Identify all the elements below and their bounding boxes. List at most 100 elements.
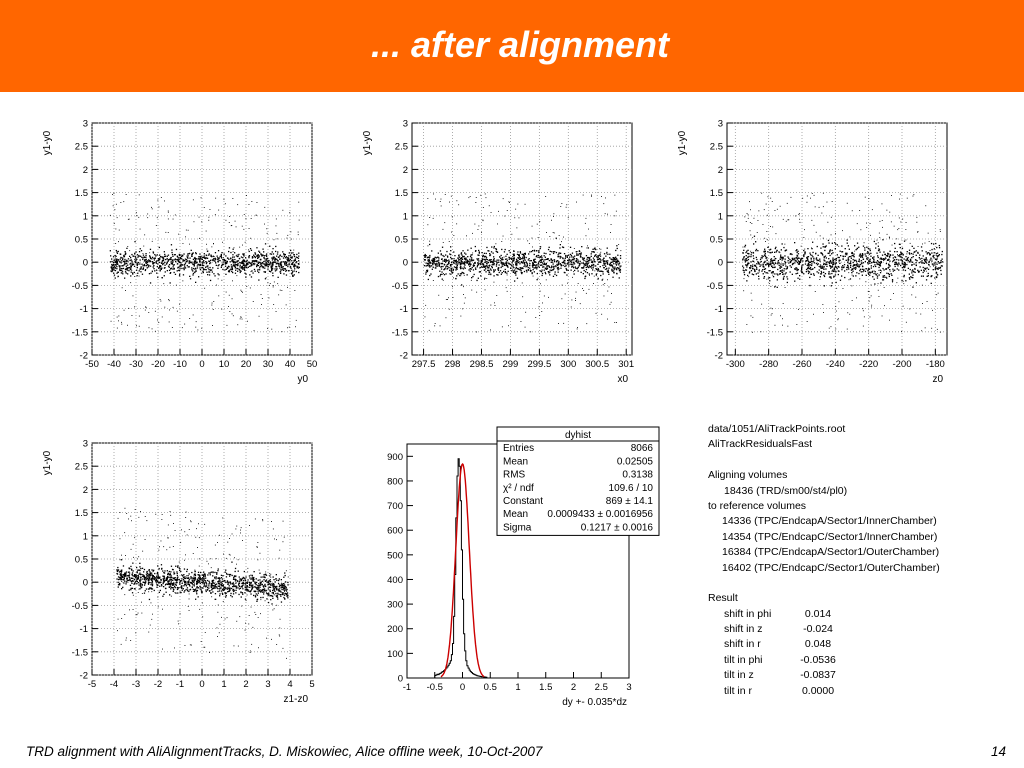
data-point	[580, 252, 582, 254]
data-point	[763, 266, 765, 268]
data-point	[582, 288, 583, 289]
data-point	[824, 260, 826, 262]
data-point	[894, 247, 896, 249]
data-point	[889, 211, 891, 213]
data-point	[561, 241, 562, 243]
data-point	[575, 267, 577, 269]
data-point	[259, 265, 261, 267]
data-point	[294, 259, 296, 262]
data-point	[188, 583, 190, 585]
data-point	[864, 247, 866, 249]
data-point	[544, 259, 546, 261]
data-point	[483, 269, 485, 271]
data-point	[618, 260, 620, 263]
data-point	[745, 264, 747, 266]
data-point	[178, 257, 180, 259]
data-point	[172, 268, 174, 270]
data-point	[429, 266, 431, 268]
data-point	[133, 588, 136, 590]
data-point	[437, 256, 439, 258]
data-point	[786, 278, 789, 280]
data-point	[876, 277, 879, 279]
data-point	[285, 589, 287, 591]
data-point	[495, 250, 497, 252]
data-point	[171, 249, 173, 251]
data-point	[210, 585, 212, 587]
data-point	[252, 262, 255, 265]
data-point	[214, 593, 217, 595]
data-point	[823, 263, 825, 265]
data-point	[554, 273, 556, 275]
data-point	[585, 264, 587, 266]
data-point	[132, 295, 134, 297]
data-point	[573, 263, 576, 265]
data-point	[753, 264, 756, 266]
data-point	[138, 325, 140, 327]
data-point	[772, 266, 774, 269]
data-point	[118, 265, 120, 267]
data-point	[493, 260, 495, 262]
data-point	[187, 260, 189, 262]
data-point	[132, 264, 134, 266]
data-point	[209, 266, 211, 269]
data-point	[485, 197, 487, 199]
data-point	[446, 268, 448, 270]
data-point	[587, 245, 588, 247]
data-point	[139, 248, 141, 250]
data-point	[491, 246, 493, 248]
data-point	[291, 272, 293, 274]
data-point	[551, 219, 552, 221]
data-point	[877, 273, 879, 275]
data-point	[126, 267, 128, 269]
data-point	[254, 256, 257, 259]
data-point	[582, 262, 584, 264]
data-point	[605, 261, 607, 263]
data-point	[852, 258, 854, 261]
data-point	[462, 262, 465, 264]
data-point	[871, 270, 874, 272]
data-point	[460, 273, 463, 275]
data-point	[124, 253, 126, 256]
data-point	[900, 253, 902, 255]
data-point	[298, 271, 300, 274]
data-point	[798, 263, 801, 265]
data-point	[879, 258, 881, 260]
data-point	[894, 251, 896, 253]
data-point	[220, 254, 222, 257]
data-point	[747, 256, 749, 258]
data-point	[563, 253, 566, 255]
data-point	[203, 207, 205, 208]
data-point	[828, 327, 830, 329]
data-point	[282, 647, 284, 649]
data-point	[463, 266, 465, 268]
data-point	[836, 287, 838, 289]
data-point	[230, 592, 232, 595]
data-point	[275, 311, 277, 312]
data-point	[902, 261, 904, 263]
data-point	[524, 203, 526, 205]
data-point	[434, 325, 436, 327]
data-point	[496, 261, 498, 263]
data-point	[192, 267, 195, 270]
data-point	[933, 254, 935, 257]
data-point	[572, 276, 573, 278]
data-point	[225, 259, 227, 262]
data-point	[775, 246, 777, 248]
data-point	[293, 254, 295, 256]
data-point	[618, 267, 620, 269]
data-point	[287, 234, 289, 236]
data-point	[170, 267, 172, 269]
data-point	[908, 261, 910, 263]
data-point	[485, 271, 487, 273]
data-point	[931, 263, 933, 265]
data-point	[752, 274, 755, 276]
data-point	[114, 264, 116, 266]
data-point	[540, 259, 542, 262]
y-axis-label: y1-y0	[42, 450, 53, 475]
data-point	[260, 255, 263, 257]
data-point	[808, 261, 810, 264]
data-point	[555, 251, 558, 254]
data-point	[567, 269, 569, 271]
data-point	[797, 260, 799, 262]
data-point	[933, 252, 935, 254]
